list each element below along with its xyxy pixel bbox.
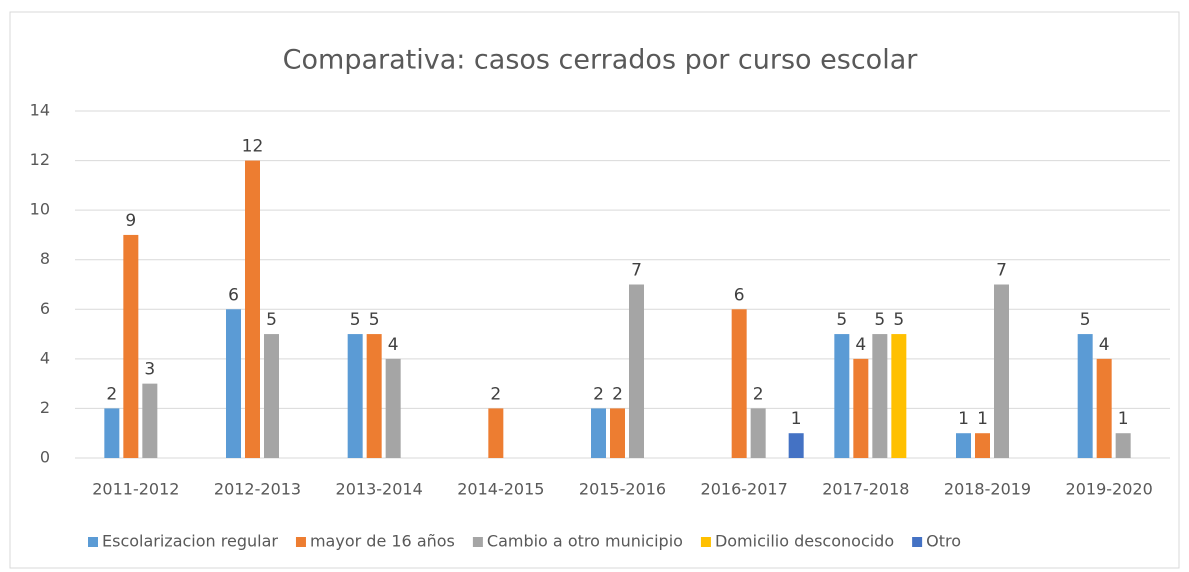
x-tick-label: 2011-2012 <box>92 480 179 499</box>
data-label: 1 <box>1118 409 1129 429</box>
y-tick-label: 10 <box>30 200 50 219</box>
data-label: 7 <box>631 261 642 281</box>
x-tick-label: 2019-2020 <box>1066 480 1153 499</box>
x-tick-label: 2013-2014 <box>336 480 423 499</box>
data-label: 12 <box>242 137 264 157</box>
x-tick-label: 2012-2013 <box>214 480 301 499</box>
legend-label: Escolarizacion regular <box>102 532 278 551</box>
data-label: 2 <box>612 384 623 404</box>
data-label: 5 <box>1080 310 1091 330</box>
data-label: 5 <box>836 310 847 330</box>
bar <box>956 433 971 458</box>
y-tick-label: 14 <box>30 101 50 120</box>
bar <box>994 284 1009 458</box>
bar <box>226 309 241 458</box>
data-label: 5 <box>893 310 904 330</box>
legend-label: Otro <box>926 532 961 551</box>
y-tick-label: 12 <box>30 150 50 169</box>
bar <box>610 408 625 458</box>
legend-swatch <box>88 537 98 547</box>
data-label: 1 <box>791 409 802 429</box>
data-label: 4 <box>388 335 399 355</box>
y-tick-label: 0 <box>40 448 50 467</box>
bar <box>788 433 804 458</box>
bar <box>731 309 747 458</box>
data-label: 1 <box>958 409 969 429</box>
bar <box>834 334 850 458</box>
bar <box>347 334 363 458</box>
data-label: 6 <box>228 285 239 305</box>
bar <box>591 408 606 458</box>
bar <box>366 334 382 458</box>
y-tick-label: 6 <box>40 299 50 318</box>
x-tick-label: 2017-2018 <box>822 480 909 499</box>
data-label: 4 <box>1099 335 1110 355</box>
bar <box>385 358 401 458</box>
data-label: 4 <box>855 335 866 355</box>
data-label: 2 <box>106 384 117 404</box>
data-label: 2 <box>593 384 604 404</box>
data-label: 5 <box>874 310 885 330</box>
data-label: 1 <box>977 409 988 429</box>
y-tick-label: 4 <box>40 348 50 367</box>
data-label: 5 <box>350 310 361 330</box>
bar <box>142 383 158 458</box>
data-label: 3 <box>144 360 155 380</box>
bar <box>853 358 869 458</box>
bar <box>891 334 907 458</box>
bar <box>1096 358 1112 458</box>
y-tick-label: 8 <box>40 249 50 268</box>
data-label: 5 <box>266 310 277 330</box>
bar <box>488 408 504 458</box>
bar <box>104 408 120 458</box>
bar <box>750 408 766 458</box>
legend-label: Domicilio desconocido <box>715 532 894 551</box>
legend-swatch <box>912 537 923 547</box>
data-label: 9 <box>125 211 136 231</box>
chart-border <box>9 11 1180 569</box>
bar <box>264 334 279 458</box>
legend-swatch <box>295 537 306 547</box>
data-label: 2 <box>753 384 764 404</box>
bar <box>123 234 139 458</box>
bar <box>975 433 990 458</box>
bar <box>1115 433 1131 458</box>
bar <box>1077 334 1093 458</box>
legend-swatch <box>700 537 711 547</box>
legend-swatch <box>472 537 483 547</box>
x-tick-label: 2015-2016 <box>579 480 666 499</box>
y-tick-label: 2 <box>40 398 50 417</box>
legend-label: Cambio a otro municipio <box>487 532 683 551</box>
x-tick-label: 2018-2019 <box>944 480 1031 499</box>
data-label: 7 <box>996 261 1007 281</box>
x-tick-label: 2016-2017 <box>701 480 788 499</box>
bar <box>629 284 644 458</box>
bar <box>245 160 260 459</box>
data-label: 2 <box>490 384 501 404</box>
bar <box>872 334 888 458</box>
legend-label: mayor de 16 años <box>310 532 455 551</box>
data-label: 6 <box>734 285 745 305</box>
chart-title: Comparativa: casos cerrados por curso es… <box>283 45 919 76</box>
data-label: 5 <box>369 310 380 330</box>
x-tick-label: 2014-2015 <box>457 480 544 499</box>
